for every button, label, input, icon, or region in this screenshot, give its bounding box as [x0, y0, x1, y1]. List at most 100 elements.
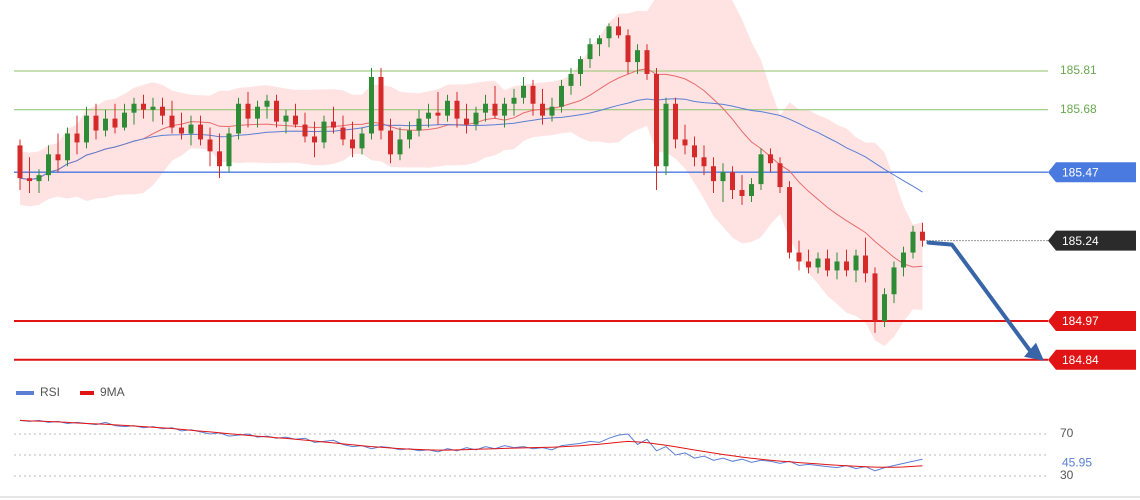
- candlestick: [74, 115, 80, 155]
- candlestick: [511, 88, 517, 116]
- candle-body: [777, 163, 783, 188]
- candlestick: [255, 100, 260, 128]
- candlestick: [768, 148, 773, 173]
- candlestick: [540, 88, 545, 125]
- bollinger-band-area: [20, 0, 923, 347]
- candle-body: [910, 231, 916, 253]
- candle-body: [882, 294, 887, 321]
- candlestick: [872, 267, 878, 333]
- candle-body: [131, 103, 137, 113]
- candle-body: [796, 252, 802, 262]
- candle-body: [920, 231, 925, 241]
- support-2-badge-background: [1048, 349, 1136, 370]
- candle-body: [93, 115, 99, 131]
- candle-body: [711, 166, 716, 182]
- candlestick: [207, 127, 213, 167]
- candle-body: [749, 184, 754, 196]
- candlestick: [388, 118, 393, 164]
- candle-body: [122, 112, 127, 128]
- candlestick: [397, 127, 403, 161]
- candlestick: [901, 246, 906, 277]
- candle-body: [207, 139, 213, 152]
- candlestick: [65, 127, 70, 167]
- candlestick: [910, 225, 916, 259]
- rsi-lines: [19, 419, 923, 472]
- candle-body: [701, 157, 707, 167]
- candle-body: [483, 103, 488, 113]
- candlestick: [27, 157, 32, 194]
- candlestick: [302, 112, 308, 143]
- candlestick: [559, 79, 564, 113]
- candle-body: [255, 106, 260, 119]
- candlestick: [787, 181, 792, 259]
- candle-body: [464, 118, 469, 125]
- bollinger-bands: [20, 0, 923, 347]
- pivot-badge-background: [1048, 162, 1136, 183]
- candle-body: [597, 38, 602, 45]
- candlestick: [853, 249, 859, 283]
- candle-body: [587, 44, 593, 60]
- candlestick: [844, 249, 849, 277]
- candlestick: [701, 145, 707, 176]
- candle-body: [863, 255, 868, 274]
- candle-body: [559, 85, 564, 107]
- candle-body: [549, 106, 555, 116]
- support-1-badge: 184.97: [1048, 311, 1136, 331]
- current-price-badge: 185.24: [1048, 230, 1136, 251]
- candlestick: [644, 44, 650, 80]
- rsi-tick-30: 30: [1060, 468, 1074, 482]
- projection-arrow-head: [1024, 342, 1044, 361]
- candlestick: [521, 76, 526, 104]
- candle-body: [502, 103, 507, 116]
- candle-body: [635, 50, 640, 63]
- candle-body: [331, 121, 336, 128]
- candle-body: [55, 154, 61, 161]
- candlestick: [217, 133, 222, 179]
- candlestick: [293, 103, 298, 128]
- projection-arrow-line: [926, 240, 1032, 353]
- rsi-current-value: 45.95: [1062, 456, 1092, 470]
- candle-body: [815, 258, 821, 268]
- candle-body: [350, 139, 355, 149]
- candlestick: [169, 100, 175, 134]
- candlestick: [825, 249, 830, 277]
- candlestick: [464, 103, 469, 134]
- candlesticks: [17, 17, 925, 333]
- candlestick: [920, 222, 925, 247]
- candle-body: [245, 103, 251, 119]
- candlestick: [445, 94, 450, 122]
- pivot-badge: 185.47: [1048, 162, 1136, 183]
- candlestick: [834, 252, 840, 280]
- candlestick: [188, 115, 194, 146]
- rsi-series-rsi-line: [19, 419, 923, 472]
- candlestick: [720, 163, 726, 202]
- candle-body: [312, 136, 317, 143]
- rsi-tick-70: 70: [1060, 426, 1074, 440]
- candle-body: [407, 130, 412, 140]
- candlestick: [578, 56, 583, 86]
- candle-body: [540, 103, 545, 116]
- price-chart: 185.81 185.68 185.47 185.24 184.97 184.84: [14, 0, 1136, 370]
- candlestick: [283, 109, 289, 134]
- candle-body: [36, 175, 42, 182]
- candlestick: [331, 106, 336, 134]
- resistance-2-label: 185.81: [1060, 63, 1097, 77]
- candlestick: [502, 97, 507, 128]
- candle-body: [853, 255, 859, 271]
- candlestick: [340, 115, 346, 146]
- current-price-badge-text: 185.24: [1062, 234, 1099, 248]
- candlestick: [150, 97, 156, 122]
- candlestick: [730, 166, 735, 199]
- current-price-badge-background: [1048, 230, 1136, 251]
- candlestick: [245, 91, 251, 128]
- candle-body: [720, 172, 726, 182]
- candlestick: [530, 79, 536, 116]
- rsi-series-9ma-line: [19, 419, 923, 468]
- candlestick: [416, 109, 422, 137]
- candlestick: [321, 115, 327, 149]
- candlestick: [454, 91, 460, 128]
- candlestick: [739, 175, 745, 205]
- candle-body: [302, 124, 308, 137]
- candlestick: [692, 136, 697, 167]
- candle-body: [644, 50, 650, 74]
